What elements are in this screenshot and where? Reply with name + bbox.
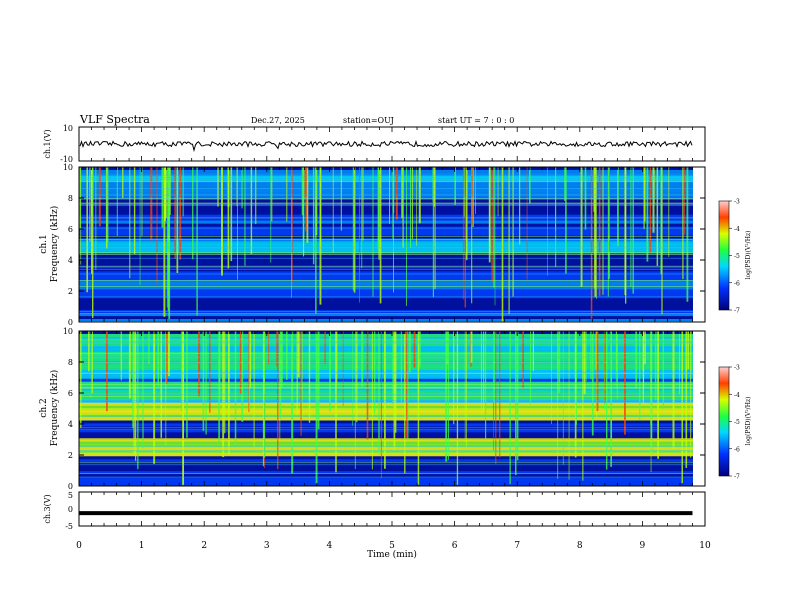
- ch1-ytick-top: 10: [63, 124, 73, 133]
- ch2-ylabel-channel: ch.2: [39, 398, 49, 417]
- ch1-spectrogram-image: [79, 167, 693, 323]
- ch1-ylabel-frequency: Frequency (kHz): [49, 206, 60, 283]
- colorbar-tick-label: -7: [734, 308, 740, 315]
- ch1-colorbar: -3 -4 -5 -6 -7 log(PSD)(V²/Hz): [718, 199, 752, 315]
- time-tick-label: 8: [577, 541, 583, 551]
- ch1-spectrogram-panel: ch.1 Frequency (kHz) 0 2 4 6 8 10: [39, 163, 706, 327]
- time-tick-label: 4: [327, 541, 333, 551]
- ch3-ylabel: ch.3(V): [43, 494, 52, 523]
- time-axis-ticks: [78, 127, 706, 526]
- colorbar-tick-label: -6: [734, 280, 740, 287]
- ch2-colorbar-label: log(PSD)(V²/Hz): [745, 397, 752, 446]
- ch3-waveform-panel: 5 0 -5 ch.3(V): [43, 491, 706, 531]
- ch3-ytick-mid: 0: [68, 505, 73, 514]
- ch3-ytick-bottom: -5: [65, 522, 73, 531]
- ch1-ytick-label: 0: [68, 318, 73, 327]
- colorbar-tick-label: -5: [734, 419, 740, 426]
- ch2-colorbar: -3 -4 -5 -6 -7 log(PSD)(V²/Hz): [718, 365, 752, 481]
- date-label: Dec.27, 2025: [251, 116, 305, 125]
- time-tick-label: 1: [139, 541, 145, 551]
- time-tick-label: 7: [514, 541, 520, 551]
- colorbar-tick-label: -3: [734, 199, 740, 206]
- time-tick-label: 9: [640, 541, 646, 551]
- ch1-ylabel: ch.1(V): [43, 129, 52, 158]
- ch2-ytick-label: 4: [68, 420, 73, 429]
- ch2-ytick-label: 10: [63, 327, 73, 336]
- ch1-ytick-label: 2: [68, 287, 73, 296]
- ch1-ytick-label: 10: [63, 163, 73, 172]
- ch2-ytick-label: 0: [68, 482, 73, 491]
- ch1-ytick-label: 8: [68, 194, 73, 203]
- ch1-ytick-bottom: -10: [60, 155, 73, 164]
- ch1-ytick-label: 4: [68, 256, 73, 265]
- time-tick-label: 6: [452, 541, 458, 551]
- station-label: station=OUJ: [343, 116, 394, 125]
- colorbar-tick-label: -4: [734, 226, 740, 233]
- ch2-spectrogram-panel: ch.2 Frequency (kHz) 0 2 4 6 8 10: [39, 327, 706, 491]
- ch2-ytick-label: 6: [68, 389, 73, 398]
- time-tick-label: 10: [699, 541, 711, 551]
- ch3-ytick-top: 5: [68, 491, 73, 500]
- ch1-waveform-trace: [79, 139, 693, 153]
- ch2-spectrogram-image: [79, 331, 693, 487]
- colorbar-tick-label: -6: [734, 446, 740, 453]
- start-ut-label: start UT = 7 : 0 : 0: [438, 116, 514, 125]
- ch1-ytick-label: 6: [68, 225, 73, 234]
- time-axis-tick-labels: 0 1 2 3 4 5 6 7 8 9 10: [76, 541, 711, 551]
- colorbar-tick-label: -7: [734, 474, 740, 481]
- ch1-ylabel-channel: ch.1: [39, 234, 49, 253]
- time-tick-label: 5: [389, 541, 395, 551]
- colorbar-tick-label: -3: [734, 365, 740, 372]
- time-tick-label: 2: [201, 541, 207, 551]
- colorbar-tick-label: -4: [734, 392, 740, 399]
- figure-title: VLF Spectra: [79, 113, 150, 126]
- ch2-ylabel-frequency: Frequency (kHz): [49, 370, 60, 447]
- time-axis-label: Time (min): [367, 549, 417, 560]
- ch2-ytick-label: 8: [68, 358, 73, 367]
- ch2-ytick-label: 2: [68, 451, 73, 460]
- time-tick-label: 3: [264, 541, 270, 551]
- colorbar-tick-label: -5: [734, 253, 740, 260]
- time-tick-label: 0: [76, 541, 82, 551]
- ch1-colorbar-label: log(PSD)(V²/Hz): [745, 231, 752, 280]
- ch1-waveform-panel: 10 -10 ch.1(V): [43, 124, 706, 164]
